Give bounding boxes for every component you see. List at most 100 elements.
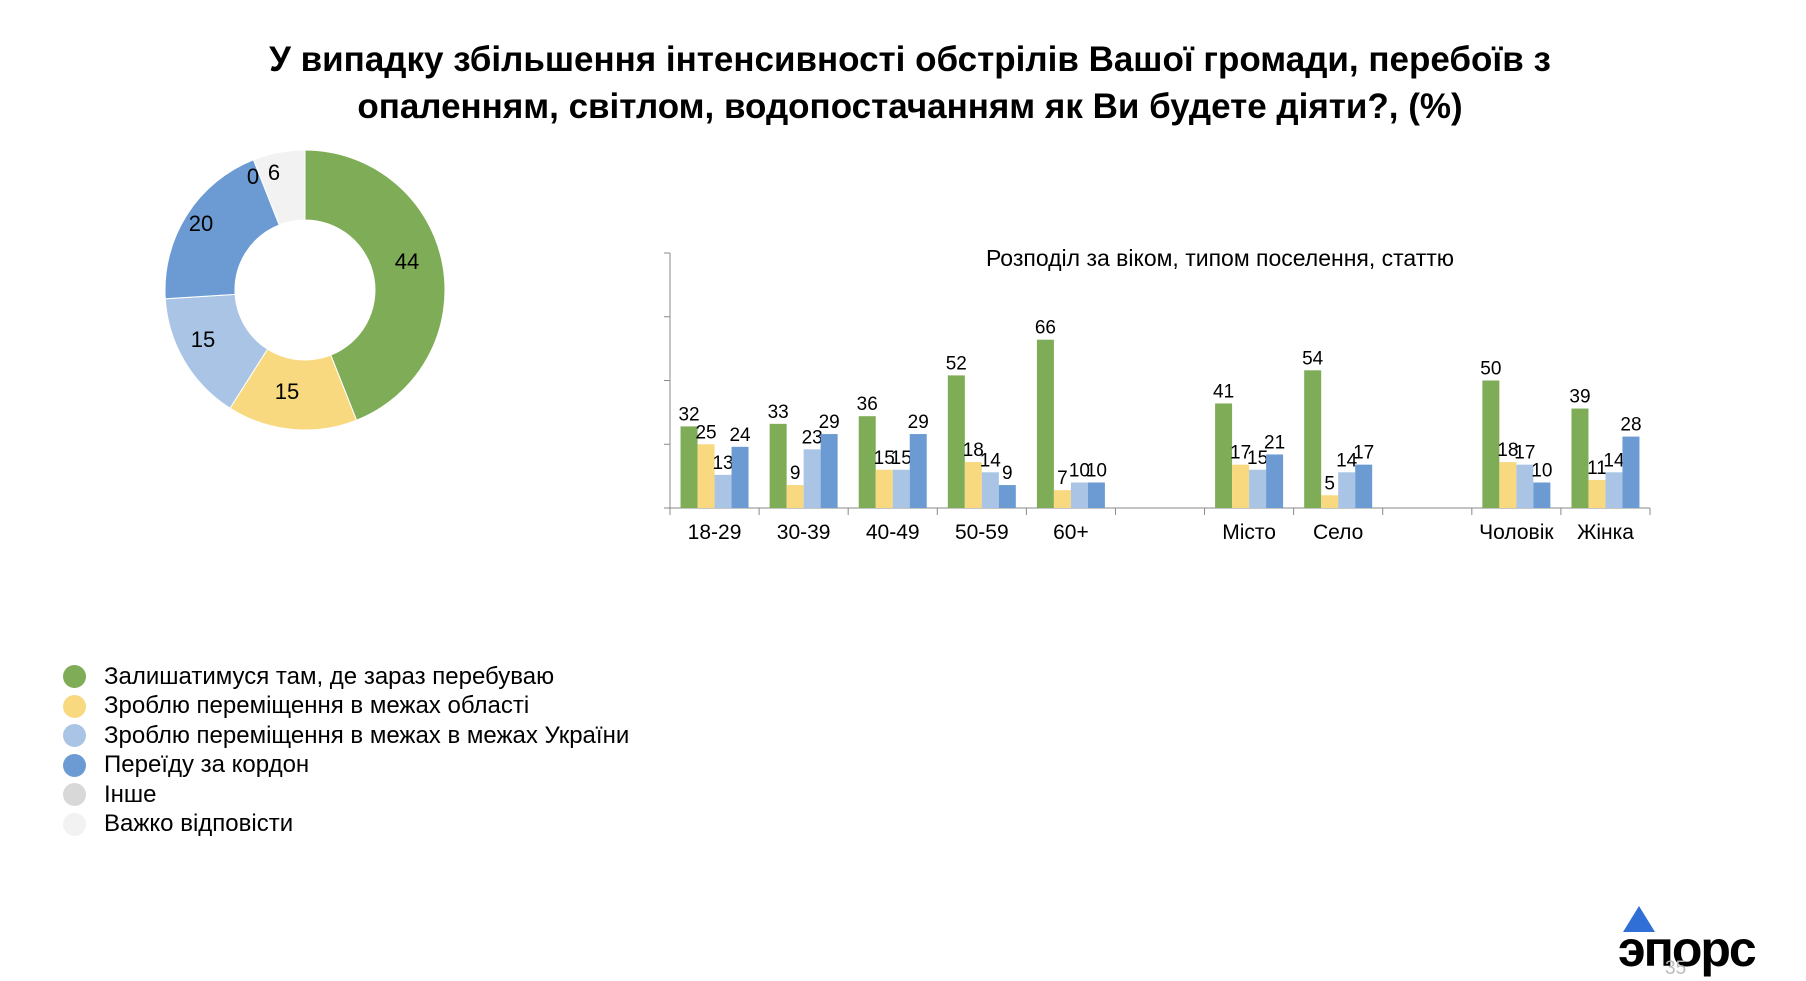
donut-slice-label: 15 bbox=[275, 379, 299, 404]
legend-swatch bbox=[63, 694, 86, 718]
bar bbox=[731, 446, 749, 508]
bar bbox=[1571, 408, 1589, 508]
logo: эпорс bbox=[1618, 906, 1788, 976]
bar bbox=[1482, 380, 1500, 508]
legend-label: Залишатимуся там, де зараз перебуваю bbox=[104, 662, 555, 690]
bar bbox=[981, 472, 999, 508]
legend-swatch bbox=[63, 665, 86, 689]
bar bbox=[1588, 479, 1606, 508]
bar bbox=[1355, 464, 1373, 508]
bar bbox=[680, 426, 698, 508]
legend-label: Зроблю переміщення в межах в межах Украї… bbox=[104, 721, 630, 749]
bar bbox=[1070, 482, 1088, 508]
bar-value-label: 15 bbox=[874, 448, 895, 469]
category-label: 50-59 bbox=[955, 521, 1009, 544]
bar-value-label: 25 bbox=[695, 422, 716, 443]
legend-swatch bbox=[63, 753, 86, 777]
page-number: 35 bbox=[1665, 958, 1687, 979]
bar bbox=[858, 416, 876, 508]
logo-triangle-icon bbox=[1623, 906, 1655, 932]
bar bbox=[892, 469, 910, 508]
bar-value-label: 17 bbox=[1514, 443, 1535, 464]
legend-item: Залишатимуся там, де зараз перебуваю bbox=[63, 662, 629, 692]
bar bbox=[1215, 403, 1233, 508]
bar-value-label: 15 bbox=[891, 448, 912, 469]
bar bbox=[1533, 482, 1551, 508]
legend-label: Важко відповісти bbox=[104, 810, 294, 838]
category-label: Село bbox=[1313, 521, 1363, 544]
legend-swatch bbox=[63, 724, 86, 748]
bar-value-label: 18 bbox=[1497, 440, 1518, 461]
bar-value-label: 7 bbox=[1057, 468, 1068, 489]
donut-slice-label: 0 bbox=[247, 164, 259, 189]
bar bbox=[1304, 370, 1322, 508]
donut-slice-label: 20 bbox=[189, 211, 213, 236]
donut-slice bbox=[164, 159, 280, 300]
bar-value-label: 14 bbox=[980, 450, 1002, 471]
bar-value-label: 10 bbox=[1086, 461, 1107, 482]
legend-item: Інше bbox=[63, 780, 629, 810]
bar-value-label: 29 bbox=[908, 412, 929, 433]
bar bbox=[875, 469, 893, 508]
bar-value-label: 66 bbox=[1035, 318, 1056, 339]
bar-value-label: 14 bbox=[1336, 450, 1358, 471]
bar bbox=[1516, 464, 1534, 508]
bar bbox=[1605, 472, 1623, 508]
bar bbox=[1232, 464, 1250, 508]
legend-swatch bbox=[63, 783, 86, 807]
bar-value-label: 21 bbox=[1264, 432, 1285, 453]
bar-value-label: 14 bbox=[1603, 450, 1625, 471]
bar-value-label: 5 bbox=[1324, 473, 1335, 494]
bar-value-label: 50 bbox=[1480, 359, 1501, 380]
bar bbox=[1266, 454, 1284, 508]
bar bbox=[1622, 436, 1640, 508]
legend-label: Інше bbox=[104, 780, 157, 808]
bar bbox=[1249, 469, 1267, 508]
bar bbox=[803, 449, 821, 508]
donut-slice-label: 44 bbox=[395, 249, 419, 274]
bar bbox=[1499, 462, 1517, 508]
bar-value-label: 9 bbox=[1002, 463, 1013, 484]
bar-value-label: 11 bbox=[1587, 458, 1607, 479]
bar-value-label: 41 bbox=[1213, 381, 1234, 402]
bar bbox=[769, 423, 787, 508]
bar bbox=[697, 444, 715, 508]
bar-value-label: 10 bbox=[1069, 461, 1090, 482]
legend-item: Зроблю переміщення в межах в межах Украї… bbox=[63, 721, 629, 751]
title-line-2: опаленням, світлом, водопостачанням як В… bbox=[357, 87, 1463, 126]
bar bbox=[820, 434, 838, 508]
bar-value-label: 29 bbox=[819, 412, 840, 433]
bar-value-label: 18 bbox=[963, 440, 984, 461]
bar bbox=[1321, 495, 1339, 508]
bar bbox=[714, 474, 732, 508]
category-label: Місто bbox=[1222, 521, 1276, 544]
bar-value-label: 10 bbox=[1531, 461, 1552, 482]
legend-label: Переїду за кордон bbox=[104, 751, 310, 779]
title-line-1: У випадку збільшення інтенсивності обстр… bbox=[269, 40, 1551, 79]
bar-value-label: 28 bbox=[1620, 415, 1641, 436]
legend-swatch bbox=[63, 812, 86, 836]
bar bbox=[947, 375, 965, 508]
category-label: Чоловік bbox=[1479, 521, 1554, 544]
bar bbox=[964, 462, 982, 508]
category-label: Жінка bbox=[1577, 521, 1634, 544]
bar-chart-title: Розподіл за віком, типом поселення, стат… bbox=[985, 245, 1455, 271]
donut-slice bbox=[252, 149, 306, 226]
bar-value-label: 23 bbox=[802, 427, 823, 448]
bar-value-label: 36 bbox=[857, 394, 878, 415]
bar bbox=[1087, 482, 1105, 508]
page-title: У випадку збільшення інтенсивності обстр… bbox=[120, 36, 1700, 130]
bar bbox=[1036, 339, 1054, 508]
bar-value-label: 32 bbox=[678, 404, 699, 425]
legend-item: Важко відповісти bbox=[63, 810, 629, 840]
logo-text: эпорс bbox=[1618, 921, 1757, 977]
bar bbox=[909, 434, 927, 508]
bar bbox=[998, 485, 1016, 508]
bar-value-label: 54 bbox=[1302, 348, 1324, 369]
bar-chart: 3225132418-29339232930-393615152940-4952… bbox=[664, 252, 1651, 544]
bar bbox=[786, 485, 804, 508]
bar bbox=[1053, 490, 1071, 508]
donut-slice bbox=[304, 149, 446, 421]
bar-value-label: 52 bbox=[946, 353, 967, 374]
bar-value-label: 17 bbox=[1353, 443, 1374, 464]
